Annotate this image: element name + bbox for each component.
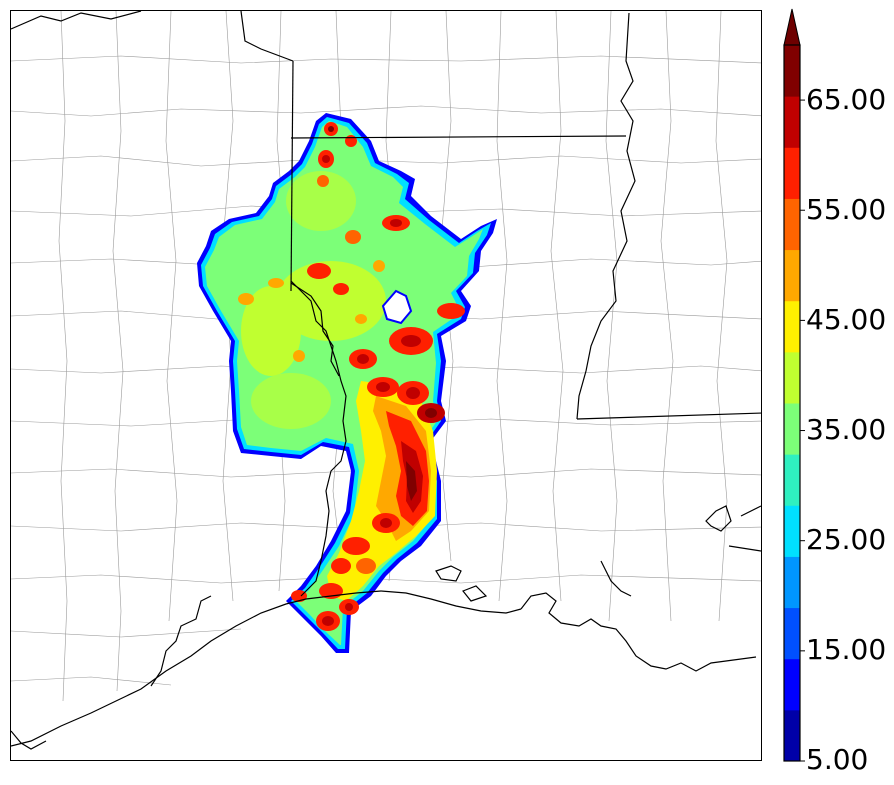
colorbar-extend-arrow xyxy=(783,8,801,46)
colorbar-label-55: 55.00 xyxy=(806,193,887,226)
colorbar-segment xyxy=(784,147,800,199)
contour-field xyxy=(197,113,497,653)
colorbar-segment xyxy=(784,658,800,711)
coastline xyxy=(11,505,761,750)
colorbar-segment xyxy=(784,351,800,404)
colorbar-outline xyxy=(783,44,801,762)
map-svg xyxy=(11,11,761,750)
colorbar-segment xyxy=(784,505,800,557)
colorbar-label-25: 25.00 xyxy=(806,523,887,556)
colorbar-segment xyxy=(784,709,800,762)
colorbar-segment xyxy=(784,556,800,609)
colorbar-segment xyxy=(784,403,800,455)
colorbar-segment xyxy=(784,45,800,97)
colorbar-label-5: 5.00 xyxy=(806,743,869,776)
colorbar-segment xyxy=(784,300,800,353)
colorbar-segment xyxy=(784,198,800,251)
colorbar-segment xyxy=(784,607,800,660)
map-panel xyxy=(10,10,762,761)
colorbar-label-45: 45.00 xyxy=(806,303,887,336)
storm-cells xyxy=(238,122,465,631)
colorbar-label-65: 65.00 xyxy=(806,83,887,116)
colorbar-label-15: 15.00 xyxy=(806,633,887,666)
colorbar-segment xyxy=(784,249,800,302)
state-boundaries xyxy=(11,11,761,597)
contour-hole xyxy=(381,289,413,325)
colorbar-segment xyxy=(784,96,800,148)
colorbar-label-35: 35.00 xyxy=(806,413,887,446)
colorbar-segment xyxy=(784,454,800,506)
